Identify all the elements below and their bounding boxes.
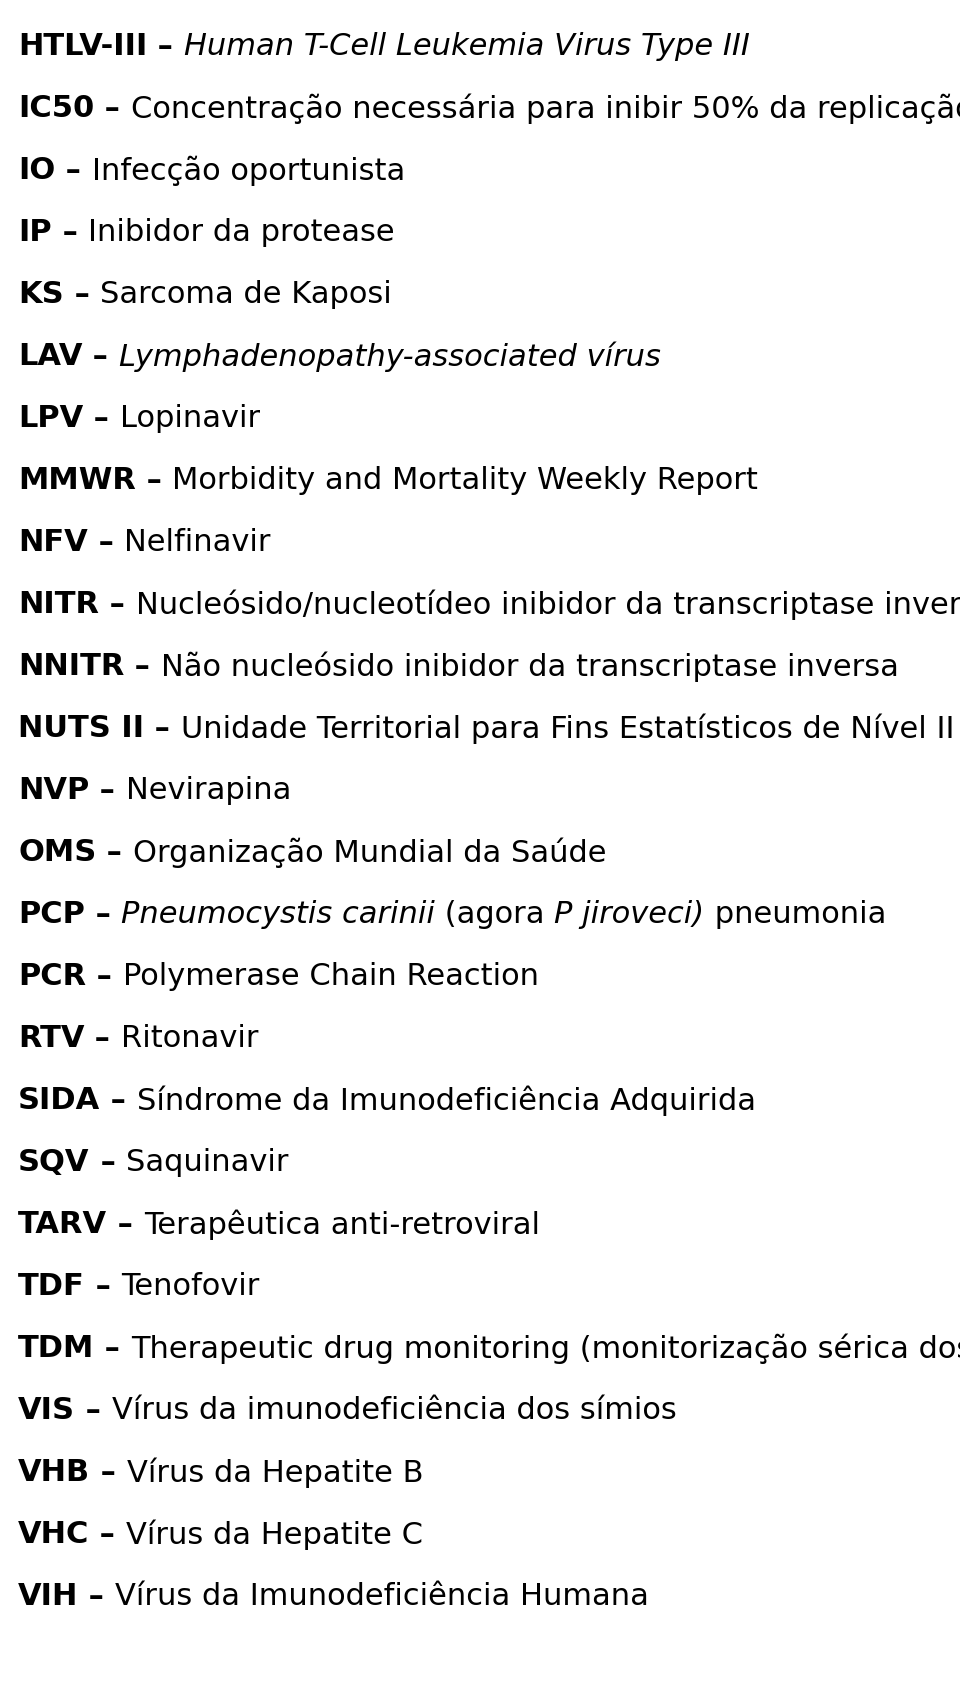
Text: P jiroveci): P jiroveci) — [555, 900, 705, 929]
Text: VIS: VIS — [18, 1396, 75, 1425]
Text: MMWR: MMWR — [18, 465, 136, 496]
Text: HTLV-III: HTLV-III — [18, 32, 148, 61]
Text: TDM: TDM — [18, 1334, 94, 1362]
Text: Nucleósido/nucleotídeo inibidor da transcriptase inversa: Nucleósido/nucleotídeo inibidor da trans… — [135, 590, 960, 620]
Text: –: – — [79, 1581, 115, 1612]
Text: Inibidor da protease: Inibidor da protease — [88, 217, 395, 248]
Text: –: – — [100, 1086, 136, 1114]
Text: Pneumocystis carinii: Pneumocystis carinii — [121, 900, 435, 929]
Text: –: – — [99, 590, 135, 619]
Text: Vírus da Hepatite B: Vírus da Hepatite B — [127, 1458, 423, 1489]
Text: NVP: NVP — [18, 776, 89, 804]
Text: OMS: OMS — [18, 838, 96, 867]
Text: –: – — [87, 528, 124, 556]
Text: PCP: PCP — [18, 900, 84, 929]
Text: Nelfinavir: Nelfinavir — [124, 528, 271, 556]
Text: –: – — [84, 1023, 121, 1054]
Text: NITR: NITR — [18, 590, 99, 619]
Text: –: – — [56, 157, 92, 185]
Text: Human T-Cell Leukemia Virus Type III: Human T-Cell Leukemia Virus Type III — [184, 32, 750, 61]
Text: –: – — [94, 1334, 131, 1362]
Text: –: – — [63, 280, 100, 309]
Text: –: – — [75, 1396, 111, 1425]
Text: –: – — [148, 32, 184, 61]
Text: NNITR: NNITR — [18, 652, 125, 681]
Text: Terapêutica anti-retroviral: Terapêutica anti-retroviral — [144, 1211, 540, 1241]
Text: –: – — [94, 94, 131, 123]
Text: –: – — [84, 900, 121, 929]
Text: –: – — [83, 342, 119, 371]
Text: KS: KS — [18, 280, 63, 309]
Text: –: – — [84, 1271, 121, 1302]
Text: Vírus da Imunodeficiência Humana: Vírus da Imunodeficiência Humana — [115, 1581, 649, 1612]
Text: IO: IO — [18, 157, 56, 185]
Text: Polymerase Chain Reaction: Polymerase Chain Reaction — [123, 963, 539, 991]
Text: Saquinavir: Saquinavir — [126, 1148, 289, 1177]
Text: –: – — [86, 963, 123, 991]
Text: pneumonia: pneumonia — [705, 900, 886, 929]
Text: Sarcoma de Kaposi: Sarcoma de Kaposi — [100, 280, 392, 309]
Text: NFV: NFV — [18, 528, 87, 556]
Text: NUTS II: NUTS II — [18, 713, 144, 744]
Text: LPV: LPV — [18, 405, 84, 433]
Text: Organização Mundial da Saúde: Organização Mundial da Saúde — [132, 838, 607, 868]
Text: –: – — [125, 652, 161, 681]
Text: Síndrome da Imunodeficiência Adquirida: Síndrome da Imunodeficiência Adquirida — [136, 1086, 756, 1116]
Text: Lymphadenopathy-associated vírus: Lymphadenopathy-associated vírus — [119, 342, 660, 373]
Text: TARV: TARV — [18, 1211, 108, 1239]
Text: RTV: RTV — [18, 1023, 84, 1054]
Text: Vírus da Hepatite C: Vírus da Hepatite C — [126, 1521, 422, 1551]
Text: –: – — [89, 776, 126, 804]
Text: Nevirapina: Nevirapina — [126, 776, 291, 804]
Text: Não nucleósido inibidor da transcriptase inversa: Não nucleósido inibidor da transcriptase… — [161, 652, 899, 683]
Text: –: – — [84, 405, 120, 433]
Text: –: – — [144, 713, 180, 744]
Text: IC50: IC50 — [18, 94, 94, 123]
Text: PCR: PCR — [18, 963, 86, 991]
Text: LAV: LAV — [18, 342, 83, 371]
Text: –: – — [89, 1148, 126, 1177]
Text: TDF: TDF — [18, 1271, 84, 1302]
Text: (agora: (agora — [435, 900, 555, 929]
Text: SQV: SQV — [18, 1148, 89, 1177]
Text: Ritonavir: Ritonavir — [121, 1023, 258, 1054]
Text: –: – — [136, 465, 173, 496]
Text: Vírus da imunodeficiência dos símios: Vírus da imunodeficiência dos símios — [111, 1396, 676, 1425]
Text: Lopinavir: Lopinavir — [120, 405, 260, 433]
Text: –: – — [108, 1211, 144, 1239]
Text: –: – — [52, 217, 88, 248]
Text: Unidade Territorial para Fins Estatísticos de Nível II: Unidade Territorial para Fins Estatístic… — [180, 713, 954, 745]
Text: VIH: VIH — [18, 1581, 79, 1612]
Text: Infecção oportunista: Infecção oportunista — [92, 157, 405, 187]
Text: –: – — [96, 838, 132, 867]
Text: IP: IP — [18, 217, 52, 248]
Text: Therapeutic drug monitoring (monitorização sérica dos fármacos): Therapeutic drug monitoring (monitorizaç… — [131, 1334, 960, 1364]
Text: SIDA: SIDA — [18, 1086, 100, 1114]
Text: –: – — [90, 1458, 127, 1487]
Text: VHC: VHC — [18, 1521, 89, 1549]
Text: VHB: VHB — [18, 1458, 90, 1487]
Text: Morbidity and Mortality Weekly Report: Morbidity and Mortality Weekly Report — [173, 465, 758, 496]
Text: –: – — [89, 1521, 126, 1549]
Text: Tenofovir: Tenofovir — [121, 1271, 259, 1302]
Text: Concentração necessária para inibir 50% da replicação viral: Concentração necessária para inibir 50% … — [131, 94, 960, 125]
